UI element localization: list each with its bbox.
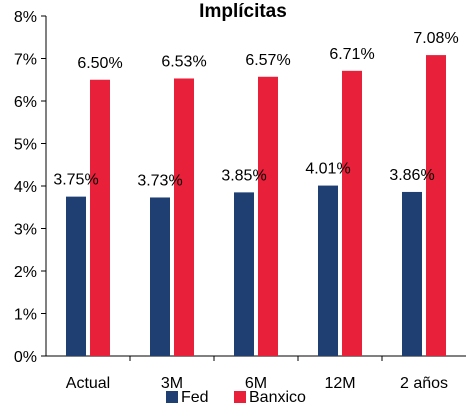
y-tick-label: 3% [14,222,37,239]
bar-banxico [90,79,110,356]
y-tick-label: 2% [14,264,37,281]
bar-banxico [342,70,362,356]
legend-swatch-banxico [234,391,246,403]
data-label-fed: 3.85% [221,167,266,184]
bar-fed [402,191,422,356]
data-label-fed: 3.75% [53,172,98,189]
data-label-banxico: 6.71% [329,46,374,63]
bar-fed [318,185,338,356]
y-tick-label: 7% [14,52,37,69]
legend-label-banxico: Banxico [249,389,306,406]
y-tick-label: 4% [14,179,37,196]
data-label-banxico: 7.08% [413,30,458,47]
data-label-banxico: 6.57% [245,52,290,69]
data-label-fed: 4.01% [305,161,350,178]
bar-banxico [258,76,278,357]
legend-label-fed: Fed [181,389,209,406]
bar-banxico [174,78,194,356]
data-label-banxico: 6.53% [161,53,206,70]
y-tick-label: 0% [14,349,37,366]
legend-swatch-fed [166,391,178,403]
data-label-fed: 3.86% [389,167,434,184]
y-tick-label: 5% [14,137,37,154]
data-label-fed: 3.73% [137,172,182,189]
chart-title: Implícitas [199,1,287,22]
bar-fed [66,196,86,356]
bar-fed [234,192,254,356]
y-tick-label: 1% [14,307,37,324]
y-tick-label: 8% [14,9,37,26]
x-tick-label: 3M [161,375,183,392]
x-tick-label: 6M [245,375,267,392]
bar-fed [150,197,170,356]
data-label-banxico: 6.50% [77,55,122,72]
y-tick-label: 6% [14,94,37,111]
bar-banxico [426,55,446,356]
x-tick-label: Actual [66,375,110,392]
x-tick-label: 2 años [400,375,448,392]
x-tick-label: 12M [324,375,355,392]
